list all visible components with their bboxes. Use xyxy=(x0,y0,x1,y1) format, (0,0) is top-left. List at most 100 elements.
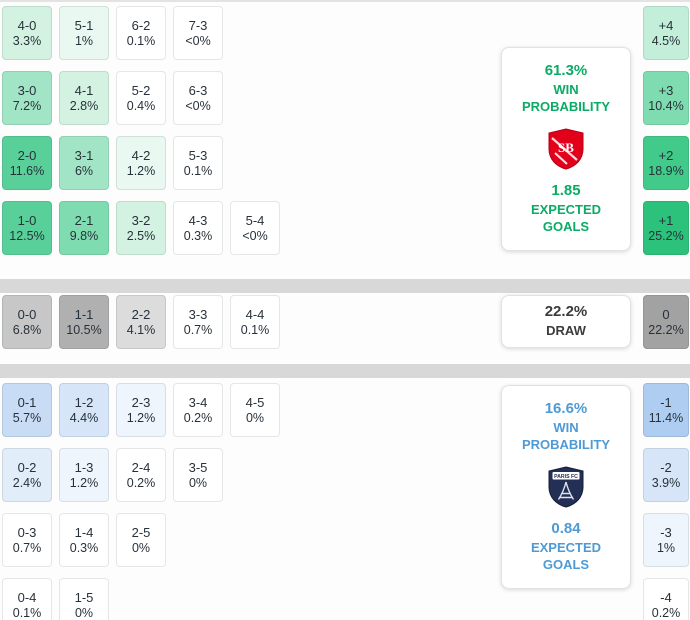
score-label: 1-4 xyxy=(74,524,94,540)
goal-diff-label: -4 xyxy=(660,589,672,605)
score-cell: 1-3 1.2% xyxy=(59,448,109,502)
goal-diff-probability: 10.4% xyxy=(648,98,684,113)
goal-diff-label: +4 xyxy=(658,17,674,33)
score-cell: 2-5 0% xyxy=(116,513,166,567)
eiffel-tower-shape xyxy=(557,481,575,500)
score-label: 3-2 xyxy=(131,212,151,228)
score-label: 1-0 xyxy=(17,212,37,228)
goal-diff-label: 0 xyxy=(662,306,670,322)
score-cell: 3-3 0.7% xyxy=(173,295,223,349)
score-label: 3-4 xyxy=(188,394,208,410)
score-cell: 4-1 2.8% xyxy=(59,71,109,125)
score-row: 3-0 7.2% 4-1 2.8% 5-2 0.4% 6-3 <0% xyxy=(2,71,270,125)
goal-diff-cell: +4 4.5% xyxy=(643,6,689,60)
score-cell: 0-0 6.8% xyxy=(2,295,52,349)
score-row: 0-4 0.1% 1-5 0% xyxy=(2,578,270,620)
score-cell: 3-0 7.2% xyxy=(2,71,52,125)
goal-diff-cell: -3 1% xyxy=(643,513,689,567)
goal-diff-label: +3 xyxy=(658,82,674,98)
goal-diff-probability: 18.9% xyxy=(648,163,684,178)
score-probability: 1.2% xyxy=(69,475,99,490)
score-label: 4-0 xyxy=(17,17,37,33)
goal-diff-cell: +3 10.4% xyxy=(643,71,689,125)
score-cell: 3-2 2.5% xyxy=(116,201,166,255)
crest-banner xyxy=(552,472,580,480)
score-probability: 0% xyxy=(245,410,265,425)
draw-score-grid: 0-0 6.8% 1-1 10.5% 2-2 4.1% 3-3 0.7% 4-4 0.1% xyxy=(2,295,280,349)
score-label: 5-2 xyxy=(131,82,151,98)
home-score-grid: 4-0 3.3% 5-1 1% 6-2 0.1% 7-3 <0% 3-0 7.2% 4-1… xyxy=(2,6,280,255)
score-label: 0-2 xyxy=(17,459,37,475)
score-probability: 0.2% xyxy=(126,475,156,490)
crest-wordmark: PARIS FC xyxy=(554,474,578,480)
score-probability: 10.5% xyxy=(66,322,102,337)
score-label: 3-5 xyxy=(188,459,208,475)
score-cell: 1-4 0.3% xyxy=(59,513,109,567)
home-win-panel: 61.3% WIN PROBABILITY SB 1.85 EXPECTED G… xyxy=(501,47,631,252)
goal-diff-label: -2 xyxy=(660,459,672,475)
score-cell: 4-0 3.3% xyxy=(2,6,52,60)
score-label: 5-3 xyxy=(188,147,208,163)
score-probability: 2.8% xyxy=(69,98,99,113)
score-label: 6-3 xyxy=(188,82,208,98)
score-cell: 4-4 0.1% xyxy=(230,295,280,349)
score-label: 2-1 xyxy=(74,212,94,228)
score-probability: 0.7% xyxy=(12,540,42,555)
score-probability: 7.2% xyxy=(12,98,42,113)
goal-diff-probability: 11.4% xyxy=(648,410,684,425)
score-label: 5-1 xyxy=(74,17,94,33)
score-cell: 2-2 4.1% xyxy=(116,295,166,349)
crest-monogram: SB xyxy=(558,140,574,155)
home-goal-diff-column: +4 4.5% +3 10.4% +2 18.9% +1 25.2% xyxy=(643,6,689,255)
score-label: 3-1 xyxy=(74,147,94,163)
score-label: 3-0 xyxy=(17,82,37,98)
score-probability: 0.1% xyxy=(183,163,213,178)
goal-diff-probability: 3.9% xyxy=(651,475,681,490)
score-label: 4-2 xyxy=(131,147,151,163)
draw-section: 0-0 6.8% 1-1 10.5% 2-2 4.1% 3-3 0.7% 4-4 0.1%… xyxy=(0,293,690,364)
score-cell: 2-1 9.8% xyxy=(59,201,109,255)
draw-probability-value: 22.2% xyxy=(544,303,588,320)
score-probability: 0% xyxy=(74,605,94,620)
score-label: 1-2 xyxy=(74,394,94,410)
score-cell: 2-0 11.6% xyxy=(2,136,52,190)
score-label: 1-5 xyxy=(74,589,94,605)
score-label: 6-2 xyxy=(131,17,151,33)
goal-diff-cell: -4 0.2% xyxy=(643,578,689,620)
score-probability: 0.1% xyxy=(240,322,270,337)
score-cell: 3-5 0% xyxy=(173,448,223,502)
score-cell: 4-5 0% xyxy=(230,383,280,437)
score-cell: 5-4 <0% xyxy=(230,201,280,255)
score-label: 0-0 xyxy=(17,306,37,322)
score-row: 1-0 12.5% 2-1 9.8% 3-2 2.5% 4-3 0.3% 5-4 <0% xyxy=(2,201,280,255)
score-label: 0-3 xyxy=(17,524,37,540)
score-probability: 0% xyxy=(131,540,151,555)
score-probability: 4.1% xyxy=(126,322,156,337)
goal-diff-probability: 0.2% xyxy=(651,605,681,620)
score-probability: 0.1% xyxy=(12,605,42,620)
goal-diff-cell: -2 3.9% xyxy=(643,448,689,502)
draw-label: DRAW xyxy=(546,323,586,339)
score-label: 5-4 xyxy=(245,212,265,228)
score-probability: 1.2% xyxy=(126,163,156,178)
score-probability: 4.4% xyxy=(69,410,99,425)
goal-diff-probability: 4.5% xyxy=(651,33,681,48)
score-probability: 6.8% xyxy=(12,322,42,337)
score-cell: 0-2 2.4% xyxy=(2,448,52,502)
score-label: 2-3 xyxy=(131,394,151,410)
score-label: 0-1 xyxy=(17,394,37,410)
score-label: 1-1 xyxy=(74,306,94,322)
score-cell: 5-3 0.1% xyxy=(173,136,223,190)
score-cell: 4-3 0.3% xyxy=(173,201,223,255)
away-expected-goals-label: EXPECTED GOALS xyxy=(530,540,602,573)
goal-diff-label: -3 xyxy=(660,524,672,540)
score-row: 0-0 6.8% 1-1 10.5% 2-2 4.1% 3-3 0.7% 4-4 0.1% xyxy=(2,295,280,349)
score-probability: 12.5% xyxy=(9,228,45,243)
score-cell: 4-2 1.2% xyxy=(116,136,166,190)
away-win-probability-label: WIN PROBABILITY xyxy=(521,420,611,453)
score-cell: 2-4 0.2% xyxy=(116,448,166,502)
score-probability: <0% xyxy=(185,33,211,48)
score-probability: 2.4% xyxy=(12,475,42,490)
crest-stripe xyxy=(554,152,568,165)
